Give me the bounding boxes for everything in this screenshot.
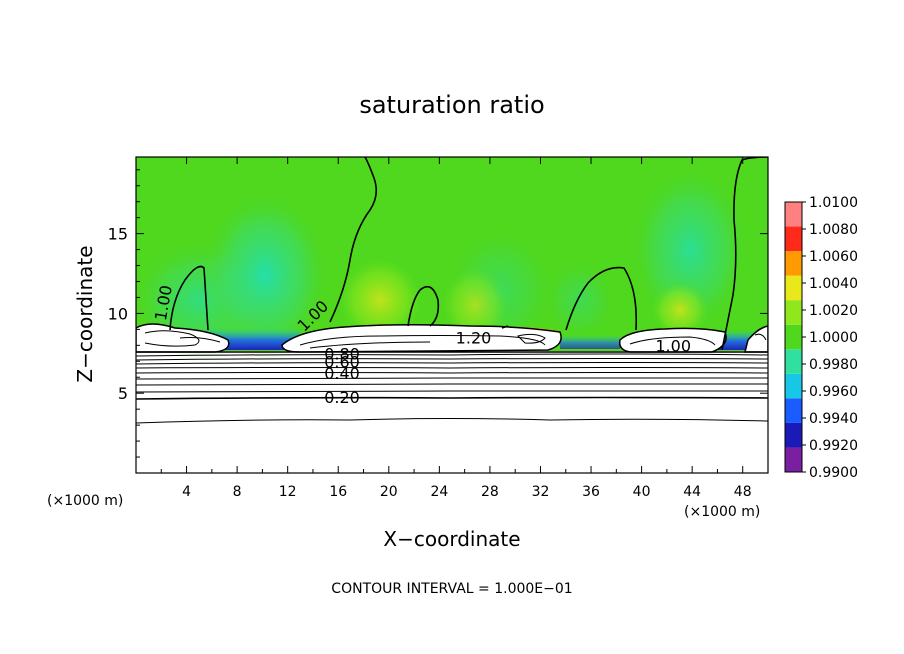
colorbar-label: 1.0020 — [809, 303, 858, 319]
colorbar-label: 0.9960 — [809, 384, 858, 400]
colorbar-label: 0.9900 — [809, 465, 858, 481]
colorbar-label: 1.0000 — [809, 330, 858, 346]
y-tick-label: 15 — [108, 225, 128, 244]
x-tick-label: 20 — [380, 484, 398, 500]
colorbar-swatch — [785, 398, 802, 423]
x-unit-left: (×1000 m) — [47, 493, 123, 509]
y-tick-label: 10 — [108, 304, 128, 323]
colorbar-swatch — [785, 373, 802, 399]
cloud-region-4 — [744, 325, 768, 353]
x-tick-label: 12 — [279, 484, 297, 500]
y-axis-label: Z−coordinate — [73, 245, 97, 382]
subsaturated-strip-2 — [560, 335, 620, 349]
plot-area: 1.00 1.001.20 1.000.800.600.400.20 — [136, 157, 768, 473]
contour-label: 0.60 — [324, 353, 360, 372]
contour-label: 1.00 — [655, 337, 691, 356]
y-axis-ticks: 5 10 15 — [108, 169, 768, 458]
cloud-inner-contours — [144, 330, 767, 349]
x-tick-label: 24 — [430, 484, 448, 500]
colorbar: 1.0100 1.0080 1.0060 1.0040 1.0020 1.0000 0.99… — [784, 195, 858, 481]
contour-label: 0.80 — [324, 345, 360, 364]
contour-interval-note: CONTOUR INTERVAL = 1.000E−01 — [331, 581, 572, 597]
colorbar-swatch — [785, 226, 802, 252]
lower-isolines — [136, 351, 768, 424]
contour-label: 1.20 — [456, 329, 492, 348]
colorbar-label: 1.0100 — [809, 195, 858, 211]
saturation-isoline-1.00 — [169, 157, 768, 351]
x-tick-label: 8 — [233, 484, 242, 500]
x-tick-label: 44 — [683, 484, 701, 500]
colorbar-swatch — [785, 202, 802, 227]
colorbar-swatch — [785, 447, 802, 472]
x-tick-label: 40 — [633, 484, 651, 500]
contour-label: 0.20 — [324, 388, 360, 407]
x-unit-right: (×1000 m) — [684, 504, 760, 520]
colorbar-swatch — [785, 422, 802, 448]
colorbar-label: 1.0080 — [809, 222, 858, 238]
x-tick-label: 16 — [329, 484, 347, 500]
colorbar-label: 1.0040 — [809, 276, 858, 292]
colorbar-swatch — [785, 349, 802, 374]
x-tick-label: 4 — [182, 484, 191, 500]
colorbar-label: 1.0060 — [809, 249, 858, 265]
colorbar-swatch — [785, 300, 802, 325]
humidity-field-5 — [545, 260, 615, 340]
colorbar-swatch — [785, 324, 802, 350]
humidity-field-8 — [650, 280, 710, 340]
humidity-field-6 — [335, 255, 425, 345]
lower-atmosphere-region — [136, 351, 768, 473]
colorbar-label: 0.9940 — [809, 411, 858, 427]
chart-title: saturation ratio — [359, 91, 544, 119]
y-tick-label: 5 — [118, 384, 128, 403]
x-tick-label: 36 — [582, 484, 600, 500]
x-axis-ticks: 4 8 12 16 20 24 28 32 36 40 44 48 — [160, 157, 752, 500]
colorbar-label: 0.9980 — [809, 357, 858, 373]
x-axis-label: X−coordinate — [383, 527, 520, 551]
plot-frame — [135, 156, 769, 474]
colorbar-swatch — [785, 251, 802, 276]
x-tick-label: 28 — [481, 484, 499, 500]
colorbar-label: 0.9920 — [809, 438, 858, 454]
contour-label: 0.40 — [324, 364, 360, 383]
humidity-field-2 — [200, 190, 330, 360]
x-tick-label: 48 — [734, 484, 752, 500]
colorbar-swatch — [785, 275, 802, 301]
x-tick-label: 32 — [532, 484, 550, 500]
